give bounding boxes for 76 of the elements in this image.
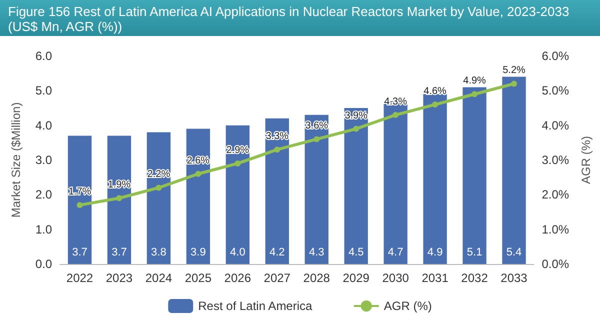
data-label: 4.9% bbox=[463, 76, 486, 87]
bar bbox=[68, 136, 92, 264]
point bbox=[156, 184, 162, 191]
data-label: 3.3% bbox=[266, 131, 289, 142]
point bbox=[195, 170, 202, 177]
y2-tick-label: 3.0% bbox=[542, 153, 570, 167]
point bbox=[353, 126, 360, 132]
y2-tick-label: 5.0% bbox=[542, 84, 570, 98]
point bbox=[116, 195, 122, 202]
data-label: 5.4 bbox=[506, 246, 522, 258]
x-tick-label: 2028 bbox=[303, 271, 330, 285]
y2-tick-label: 4.0% bbox=[542, 118, 570, 132]
x-tick-label: 2025 bbox=[184, 271, 212, 285]
point bbox=[511, 80, 518, 87]
x-tick-label: 2027 bbox=[264, 271, 291, 285]
point bbox=[392, 112, 399, 118]
x-tick-label: 2022 bbox=[66, 271, 94, 285]
data-label: 3.8 bbox=[151, 246, 166, 258]
data-label: 3.9% bbox=[344, 110, 368, 122]
bar bbox=[423, 94, 447, 264]
bar bbox=[186, 128, 210, 264]
data-label: 2.2% bbox=[147, 169, 170, 180]
data-label: 4.9 bbox=[427, 246, 443, 258]
bar bbox=[226, 125, 250, 264]
data-label: 2.6% bbox=[186, 155, 210, 166]
point bbox=[234, 160, 241, 166]
point bbox=[432, 102, 438, 108]
x-tick-label: 2031 bbox=[422, 271, 449, 285]
y-tick-label: 0.0 bbox=[35, 257, 52, 271]
bar bbox=[344, 108, 368, 264]
data-label: 5.2% bbox=[502, 65, 526, 76]
data-label: 3.6% bbox=[305, 120, 328, 132]
x-tick-label: 2030 bbox=[382, 271, 410, 285]
y-axis-title: Market Size ($Million) bbox=[9, 102, 23, 218]
bar bbox=[304, 114, 328, 264]
data-label: 4.3 bbox=[308, 246, 324, 258]
y-tick-label: 1.0 bbox=[35, 222, 52, 236]
y-tick-label: 4.0 bbox=[35, 118, 52, 132]
legend-label: Rest of Latin America bbox=[198, 299, 313, 313]
data-label: 4.0 bbox=[230, 246, 246, 258]
y-tick-label: 6.0 bbox=[35, 49, 52, 63]
point bbox=[314, 136, 320, 142]
x-tick-label: 2024 bbox=[145, 271, 172, 285]
point bbox=[76, 202, 83, 208]
y2-tick-label: 2.0% bbox=[542, 188, 570, 202]
point bbox=[274, 146, 280, 153]
bar bbox=[265, 118, 289, 264]
data-label: 3.7 bbox=[112, 246, 127, 258]
bar bbox=[146, 132, 171, 264]
y-tick-label: 2.0 bbox=[35, 188, 52, 202]
x-tick-label: 2026 bbox=[224, 271, 252, 285]
bar bbox=[107, 136, 132, 264]
data-label: 3.7 bbox=[72, 246, 88, 258]
data-label: 2.9% bbox=[226, 144, 250, 156]
y2-tick-label: 1.0% bbox=[542, 222, 570, 236]
data-label: 4.5 bbox=[348, 246, 364, 258]
bar bbox=[462, 87, 486, 264]
bar bbox=[502, 76, 526, 264]
x-tick-label: 2033 bbox=[500, 271, 528, 285]
x-tick-label: 2029 bbox=[342, 271, 370, 285]
y2-tick-label: 6.0% bbox=[542, 49, 570, 63]
x-tick-label: 2032 bbox=[461, 271, 488, 285]
data-label: 1.7% bbox=[68, 186, 92, 198]
data-label: 5.1 bbox=[466, 246, 482, 258]
y2-tick-label: 0.0% bbox=[542, 257, 570, 271]
data-label: 4.2 bbox=[269, 246, 285, 258]
data-label: 1.9% bbox=[108, 180, 131, 191]
y2-axis-title: AGR (%) bbox=[579, 136, 593, 184]
point bbox=[472, 91, 478, 98]
legend-label: AGR (%) bbox=[384, 299, 432, 313]
data-label: 4.7 bbox=[388, 246, 404, 258]
x-tick-label: 2023 bbox=[106, 271, 133, 285]
y-tick-label: 5.0 bbox=[35, 84, 52, 98]
chart-title: Figure 156 Rest of Latin America AI Applications in Nuclear Reactors Market by Value, 2023-2033 (US$ Mn, AGR (%)) bbox=[0, 0, 600, 36]
y-tick-label: 3.0 bbox=[35, 153, 52, 167]
data-label: 3.9 bbox=[190, 246, 206, 258]
